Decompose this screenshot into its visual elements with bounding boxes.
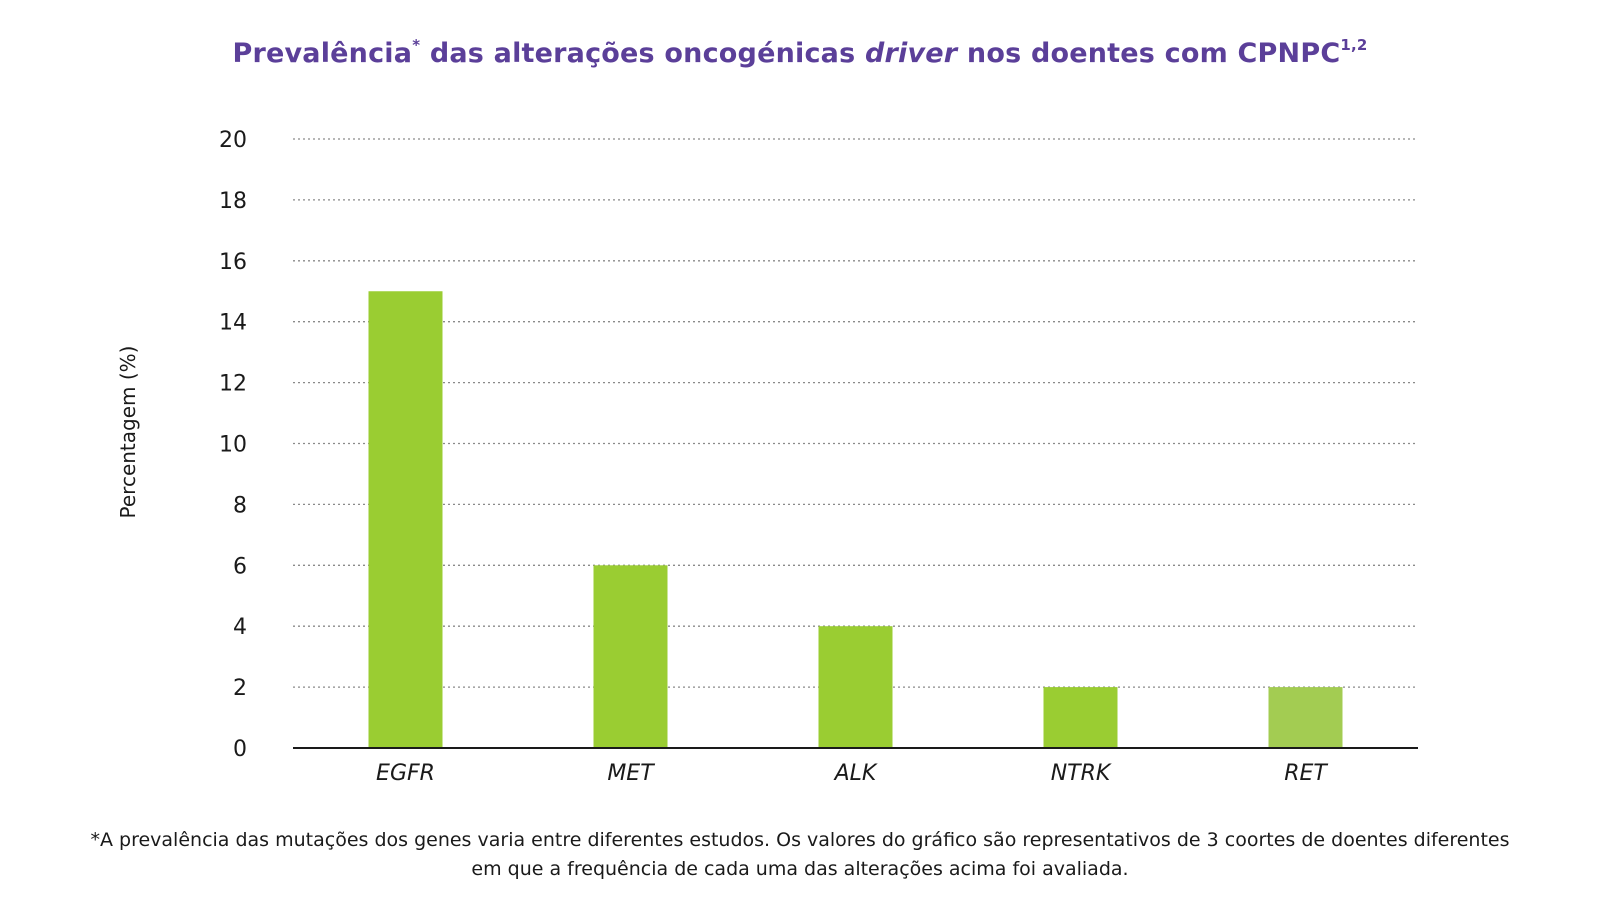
y-tick-label: 0 — [233, 737, 247, 762]
bar-chart: 0 2 4 6 8 10 12 14 16 18 20 EGFR MET ALK NTRK RET Perc… — [116, 128, 1418, 786]
title-italic: driver — [864, 38, 958, 69]
x-tick-label: MET — [607, 761, 655, 786]
y-tick-label: 2 — [233, 676, 247, 701]
y-tick-label: 8 — [233, 493, 247, 518]
y-axis-label: Percentagem (%) — [116, 346, 140, 519]
x-tick-label: ALK — [833, 761, 878, 786]
chart-title: Prevalência* das alterações oncogénicas … — [0, 36, 1600, 69]
y-tick-label: 10 — [219, 433, 247, 458]
title-superscript: 1,2 — [1340, 36, 1368, 54]
y-tick-labels: 0 2 4 6 8 10 12 14 16 18 20 — [219, 128, 247, 762]
title-asterisk: * — [412, 36, 421, 54]
y-tick-label: 14 — [219, 311, 247, 336]
x-tick-label: NTRK — [1051, 761, 1112, 786]
y-tick-label: 6 — [233, 554, 247, 579]
x-tick-label: EGFR — [376, 761, 435, 786]
y-tick-label: 18 — [219, 189, 247, 214]
footnote-line-2: em que a frequência de cada uma das alte… — [471, 858, 1129, 880]
y-tick-label: 20 — [219, 128, 247, 153]
x-tick-labels: EGFR MET ALK NTRK RET — [376, 761, 1328, 786]
y-tick-label: 12 — [219, 372, 247, 397]
bar-ret — [1268, 687, 1343, 748]
y-tick-label: 4 — [233, 615, 247, 640]
bars — [368, 291, 1343, 748]
title-part2: das alterações oncogénicas — [420, 38, 865, 69]
grid-lines — [293, 138, 1418, 688]
title-part3: nos doentes com CPNPC — [957, 38, 1341, 69]
bar-met — [593, 565, 668, 748]
bar-alk — [818, 626, 893, 748]
bar-egfr — [368, 291, 443, 748]
footnote-line-1: *A prevalência das mutações dos genes va… — [90, 829, 1510, 851]
footnote: *A prevalência das mutações dos genes va… — [40, 826, 1560, 884]
bar-ntrk — [1043, 687, 1118, 748]
x-tick-label: RET — [1284, 761, 1328, 786]
y-tick-label: 16 — [219, 250, 247, 275]
title-part1: Prevalência — [232, 38, 413, 69]
